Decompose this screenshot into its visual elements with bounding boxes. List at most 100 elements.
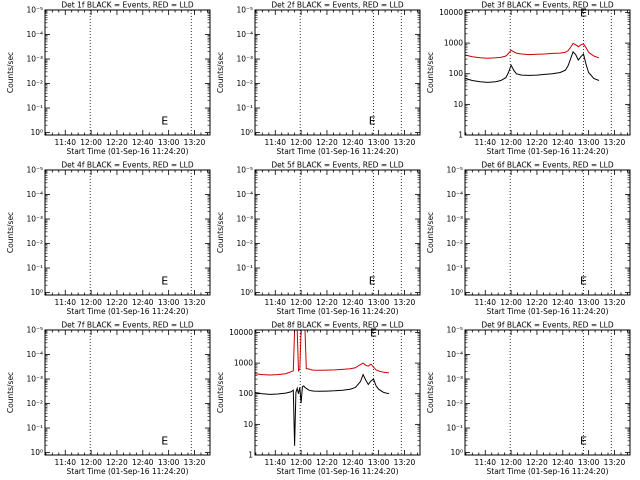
y-tick-label: 10⁰: [240, 128, 253, 137]
y-tick-label: 10⁻⁵: [26, 6, 43, 15]
plot-frame: [44, 169, 211, 296]
x-tick-label: 13:00: [158, 298, 180, 307]
x-tick-label: 12:20: [106, 298, 128, 307]
x-tick-label: 12:20: [526, 298, 548, 307]
x-tick-label: 12:20: [106, 458, 128, 467]
x-tick-label: 12:00: [500, 298, 522, 307]
x-tick-label: 12:40: [132, 138, 154, 147]
x-tick-label: 11:40: [54, 298, 76, 307]
y-tick-label: 10⁻⁴: [26, 30, 43, 39]
plot-frame: [464, 329, 631, 456]
x-tick-label: 11:40: [264, 298, 286, 307]
x-tick-label: 12:20: [106, 138, 128, 147]
y-tick-label: 10⁻⁴: [446, 350, 463, 359]
x-tick-label: 12:40: [342, 298, 364, 307]
y-tick-label: 10⁻⁵: [236, 6, 253, 15]
x-tick-label: 13:00: [368, 138, 390, 147]
marker-label: E: [369, 114, 376, 127]
y-tick-label: 10⁻⁴: [26, 190, 43, 199]
y-tick-label: 10⁻⁵: [446, 326, 463, 335]
y-tick-label: 10⁻¹: [26, 424, 43, 433]
x-axis-label: Start Time (01-Sep-16 11:24:20): [67, 467, 189, 476]
series-line-events: [465, 50, 600, 83]
x-tick-label: 12:20: [526, 458, 548, 467]
y-axis-label: Counts/sec: [6, 372, 15, 413]
panel-title: Det 6f BLACK = Events, RED = LLD: [481, 161, 614, 170]
plot-frame: [44, 9, 211, 136]
y-tick-label: 10⁻⁵: [446, 166, 463, 175]
panel-det-4: Det 4f BLACK = Events, RED = LLD E 11:40 12…: [6, 161, 211, 316]
marker-label: E: [580, 274, 587, 287]
marker-label: E: [580, 434, 587, 447]
y-tick-label: 10⁻³: [26, 215, 43, 224]
y-axis-label: Counts/sec: [216, 212, 225, 253]
x-tick-label: 12:00: [80, 298, 102, 307]
y-tick-label: 10⁰: [450, 448, 463, 457]
x-tick-label: 11:40: [474, 458, 496, 467]
y-tick-label: 10⁻⁵: [26, 326, 43, 335]
x-tick-label: 12:00: [290, 298, 312, 307]
panel-det-1: Det 1f BLACK = Events, RED = LLD E 11:40 12…: [6, 1, 211, 156]
x-tick-label: 13:20: [394, 298, 416, 307]
plot-frame: [254, 329, 421, 456]
y-tick-label: 10⁻¹: [26, 104, 43, 113]
x-tick-label: 12:00: [80, 138, 102, 147]
x-tick-label: 12:20: [316, 138, 338, 147]
plot-frame: [254, 9, 421, 136]
y-tick-label: 10⁻³: [26, 55, 43, 64]
x-tick-label: 13:00: [158, 138, 180, 147]
y-tick-label: 10⁻⁴: [446, 190, 463, 199]
y-tick-label: 1: [458, 131, 463, 140]
y-tick-label: 10⁻⁵: [236, 166, 253, 175]
x-tick-label: 12:20: [526, 138, 548, 147]
panel-title: Det 7f BLACK = Events, RED = LLD: [61, 321, 194, 330]
panel-title: Det 9f BLACK = Events, RED = LLD: [481, 321, 614, 330]
y-tick-label: 10⁻⁵: [26, 166, 43, 175]
panel-title: Det 1f BLACK = Events, RED = LLD: [61, 1, 194, 10]
x-tick-label: 12:00: [80, 458, 102, 467]
y-tick-label: 10⁻¹: [236, 264, 253, 273]
marker-label: E: [161, 434, 168, 447]
x-tick-label: 13:20: [184, 458, 206, 467]
x-tick-label: 13:00: [578, 458, 600, 467]
y-tick-label: 10⁻²: [26, 399, 43, 408]
y-tick-label: 10⁰: [30, 448, 43, 457]
y-tick-label: 10⁻¹: [26, 264, 43, 273]
panel-det-2: Det 2f BLACK = Events, RED = LLD E 11:40 12…: [216, 1, 421, 156]
x-tick-label: 12:40: [132, 298, 154, 307]
x-tick-label: 12:40: [342, 138, 364, 147]
y-tick-label: 10: [243, 420, 253, 429]
plot-frame: [464, 169, 631, 296]
panel-det-7: Det 7f BLACK = Events, RED = LLD E 11:40 12…: [6, 321, 211, 476]
x-axis-label: Start Time (01-Sep-16 11:24:20): [277, 147, 399, 156]
x-axis-label: Start Time (01-Sep-16 11:24:20): [487, 147, 609, 156]
panel-title: Det 8f BLACK = Events, RED = LLD: [271, 321, 404, 330]
x-axis-label: Start Time (01-Sep-16 11:24:20): [67, 147, 189, 156]
x-axis-label: Start Time (01-Sep-16 11:24:20): [67, 307, 189, 316]
y-tick-label: 10⁻³: [446, 215, 463, 224]
x-tick-label: 11:40: [264, 458, 286, 467]
x-tick-label: 12:20: [316, 298, 338, 307]
series-line-lld: [465, 42, 600, 59]
y-tick-label: 1000: [444, 39, 463, 48]
x-tick-label: 11:40: [54, 458, 76, 467]
plot-frame: [254, 169, 421, 296]
y-tick-label: 10⁻³: [236, 55, 253, 64]
y-tick-label: 10⁻²: [446, 399, 463, 408]
panel-det-9: Det 9f BLACK = Events, RED = LLD E 11:40 12…: [426, 321, 631, 476]
x-tick-label: 11:40: [474, 298, 496, 307]
panel-title: Det 3f BLACK = Events, RED = LLD: [481, 1, 614, 10]
marker-label: E: [580, 6, 587, 19]
plot-frame: [44, 329, 211, 456]
x-tick-label: 13:20: [394, 458, 416, 467]
marker-label: E: [370, 326, 377, 339]
x-tick-label: 12:00: [290, 458, 312, 467]
x-tick-label: 13:00: [368, 298, 390, 307]
y-axis-label: Counts/sec: [6, 212, 15, 253]
x-axis-label: Start Time (01-Sep-16 11:24:20): [277, 467, 399, 476]
y-tick-label: 10⁻⁴: [26, 350, 43, 359]
x-axis-label: Start Time (01-Sep-16 11:24:20): [487, 307, 609, 316]
y-tick-label: 10⁻⁴: [236, 190, 253, 199]
